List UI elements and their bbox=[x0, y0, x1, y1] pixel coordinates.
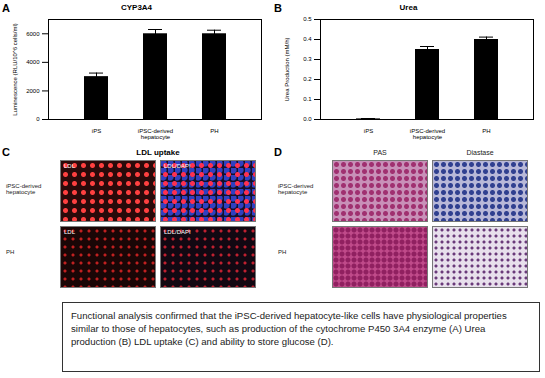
svg-text:iPSC-derivedhepatocyte: iPSC-derivedhepatocyte bbox=[138, 128, 173, 140]
html-text:PAS: PAS bbox=[373, 149, 387, 156]
svg-text:0.3: 0.3 bbox=[303, 56, 312, 62]
svg-text:0.1: 0.1 bbox=[303, 96, 312, 102]
html-text:CYP3A4: CYP3A4 bbox=[120, 3, 153, 12]
html-text:C: C bbox=[2, 146, 10, 158]
svg-text:0.0: 0.0 bbox=[303, 116, 312, 122]
svg-text:PH: PH bbox=[210, 128, 218, 134]
svg-text:6000: 6000 bbox=[26, 31, 40, 37]
svg-text:0.2: 0.2 bbox=[303, 76, 312, 82]
html-text:Diastase: Diastase bbox=[466, 149, 494, 156]
svg-text:iPS: iPS bbox=[364, 128, 373, 134]
html-text:iPSC-derived hepatocyte: iPSC-derived hepatocyte bbox=[6, 183, 42, 195]
svg-text:0.4: 0.4 bbox=[303, 36, 312, 42]
html-text:PH: PH bbox=[278, 249, 287, 255]
svg-text:Urea Production (mM/h): Urea Production (mM/h) bbox=[284, 37, 290, 101]
html-text:iPSC-derived hepatocyte: iPSC-derived hepatocyte bbox=[278, 183, 314, 195]
html-text:LDL/DAPI: LDL/DAPI bbox=[164, 163, 191, 169]
svg-text:0: 0 bbox=[36, 116, 40, 122]
html-text:LDL: LDL bbox=[64, 229, 75, 235]
html-text:A: A bbox=[2, 2, 10, 14]
svg-text:4000: 4000 bbox=[26, 59, 40, 65]
svg-text:Luminescence (RLU/10^6 cells/m: Luminescence (RLU/10^6 cells/ml) bbox=[12, 23, 18, 116]
html-text:Functional analysis confirmed: Functional analysis confirmed that the i… bbox=[71, 310, 507, 347]
svg-text:PH: PH bbox=[482, 128, 490, 134]
html-text:D: D bbox=[274, 146, 282, 158]
html-text:B: B bbox=[274, 2, 282, 14]
html-text:LDL uptake: LDL uptake bbox=[136, 148, 180, 157]
svg-text:0.5: 0.5 bbox=[303, 16, 312, 22]
html-text:PH: PH bbox=[6, 249, 15, 255]
html-text:Urea: Urea bbox=[399, 3, 418, 12]
html-text:LDL: LDL bbox=[64, 163, 75, 169]
html-text:LDL/DAPI: LDL/DAPI bbox=[164, 229, 191, 235]
svg-text:iPS: iPS bbox=[92, 128, 101, 134]
svg-text:iPSC-derivedhepatocyte: iPSC-derivedhepatocyte bbox=[410, 128, 445, 140]
svg-text:2000: 2000 bbox=[26, 88, 40, 94]
